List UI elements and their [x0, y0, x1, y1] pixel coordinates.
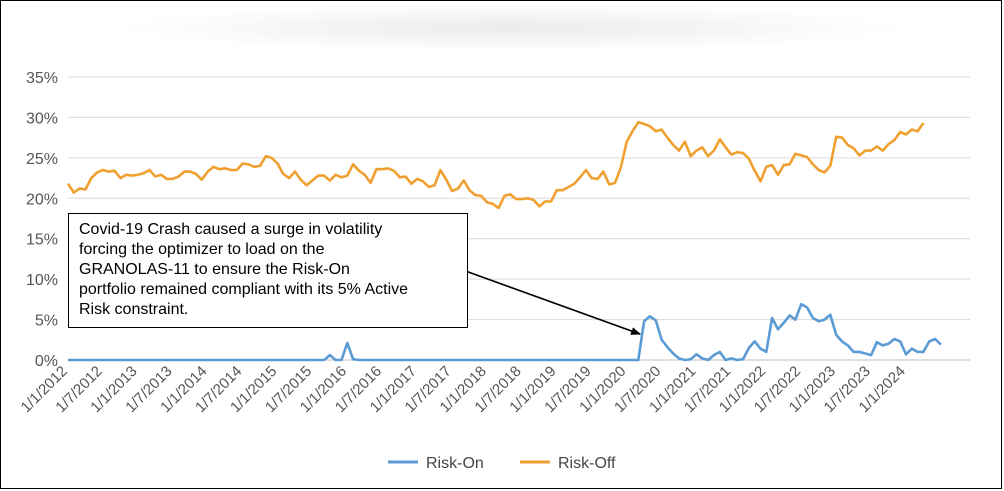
y-axis-ticks: 0% 5% 10% 15% 20% 25% 30% 35% [26, 70, 58, 370]
x-axis-ticks: 1/1/20121/7/20121/1/20131/7/20131/1/2014… [18, 363, 909, 416]
y-tick-label: 5% [35, 313, 58, 330]
y-tick-label: 25% [26, 151, 58, 168]
annotation-line: Covid-19 Crash caused a surge in volatil… [79, 221, 383, 238]
annotation-box: Covid-19 Crash caused a surge in volatil… [68, 213, 468, 328]
series-line-risk-off [66, 121, 925, 210]
y-tick-label: 10% [26, 272, 58, 289]
legend-label: Risk-Off [558, 455, 616, 472]
annotation-line: Risk constraint. [79, 301, 189, 318]
y-tick-label: 35% [26, 70, 58, 87]
annotation-arrow [459, 268, 642, 335]
legend: Risk-On Risk-Off [388, 455, 616, 472]
legend-label: Risk-On [426, 455, 484, 472]
y-tick-label: 0% [35, 353, 58, 370]
y-tick-label: 15% [26, 232, 58, 249]
header-glow [110, 4, 910, 52]
y-tick-label: 20% [26, 191, 58, 208]
annotation-arrow-line [459, 268, 642, 335]
series-line-risk-on [68, 302, 942, 362]
y-tick-label: 30% [26, 110, 58, 127]
annotation-line: portfolio remained compliant with its 5%… [79, 281, 409, 298]
series-lines [66, 121, 942, 362]
annotation-line: forcing the optimizer to load on the [79, 241, 325, 258]
annotation-line: GRANOLAS-11 to ensure the Risk-On [79, 261, 350, 278]
